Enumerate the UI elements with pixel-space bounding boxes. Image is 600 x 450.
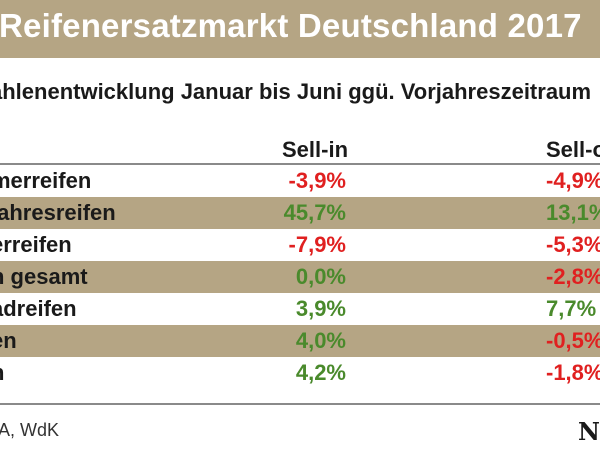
column-header-sell-out: Sell-out: [546, 137, 600, 162]
sell-in-value: 4,0%: [295, 328, 346, 353]
header-divider: [0, 163, 600, 165]
row-label: en: [0, 328, 17, 353]
row-label: erreifen: [0, 232, 72, 257]
row-label: jahresreifen: [0, 200, 116, 225]
row-label: adreifen: [0, 296, 77, 321]
table-row: en 4,0% -0,5%: [0, 325, 600, 357]
sell-out-value: -4,9%: [546, 168, 600, 193]
sell-out-value: -2,8%: [546, 264, 600, 289]
publisher-logo: NR: [578, 417, 600, 446]
row-label: merreifen: [0, 168, 92, 193]
title-bar: Reifenersatzmarkt Deutschland 2017: [0, 0, 600, 58]
table-row: n gesamt 0,0% -2,8%: [0, 261, 600, 293]
table-row: erreifen -7,9% -5,3%: [0, 229, 600, 261]
column-header-sell-in: Sell-in: [282, 137, 349, 162]
sell-in-value: 4,2%: [295, 360, 346, 385]
sell-in-value: 0,0%: [295, 264, 346, 289]
table-row: jahresreifen 45,7% 13,1%: [0, 197, 600, 229]
sell-in-value: -3,9%: [288, 168, 346, 193]
sell-in-value: -7,9%: [288, 232, 346, 257]
table-row: adreifen 3,9% 7,7%: [0, 293, 600, 325]
source-note: MA, WdK: [0, 420, 60, 440]
row-label: n: [0, 360, 4, 386]
sell-out-value: 7,7%: [546, 296, 597, 321]
row-label: n gesamt: [0, 264, 88, 289]
page-title: Reifenersatzmarkt Deutschland 2017: [0, 7, 582, 44]
footer-divider: [0, 403, 600, 405]
sell-out-value: 13,1%: [546, 200, 600, 225]
sell-in-value: 45,7%: [283, 200, 346, 225]
subtitle: ahlenentwicklung Januar bis Juni ggü. Vo…: [0, 79, 592, 104]
sell-in-value: 3,9%: [295, 296, 346, 321]
table-row: n 4,2% -1,8%: [0, 357, 600, 389]
sell-out-value: -0,5%: [546, 328, 600, 353]
sell-out-value: -5,3%: [546, 232, 600, 257]
table-row: merreifen -3,9% -4,9%: [0, 165, 600, 197]
sell-out-value: -1,8%: [546, 360, 600, 385]
